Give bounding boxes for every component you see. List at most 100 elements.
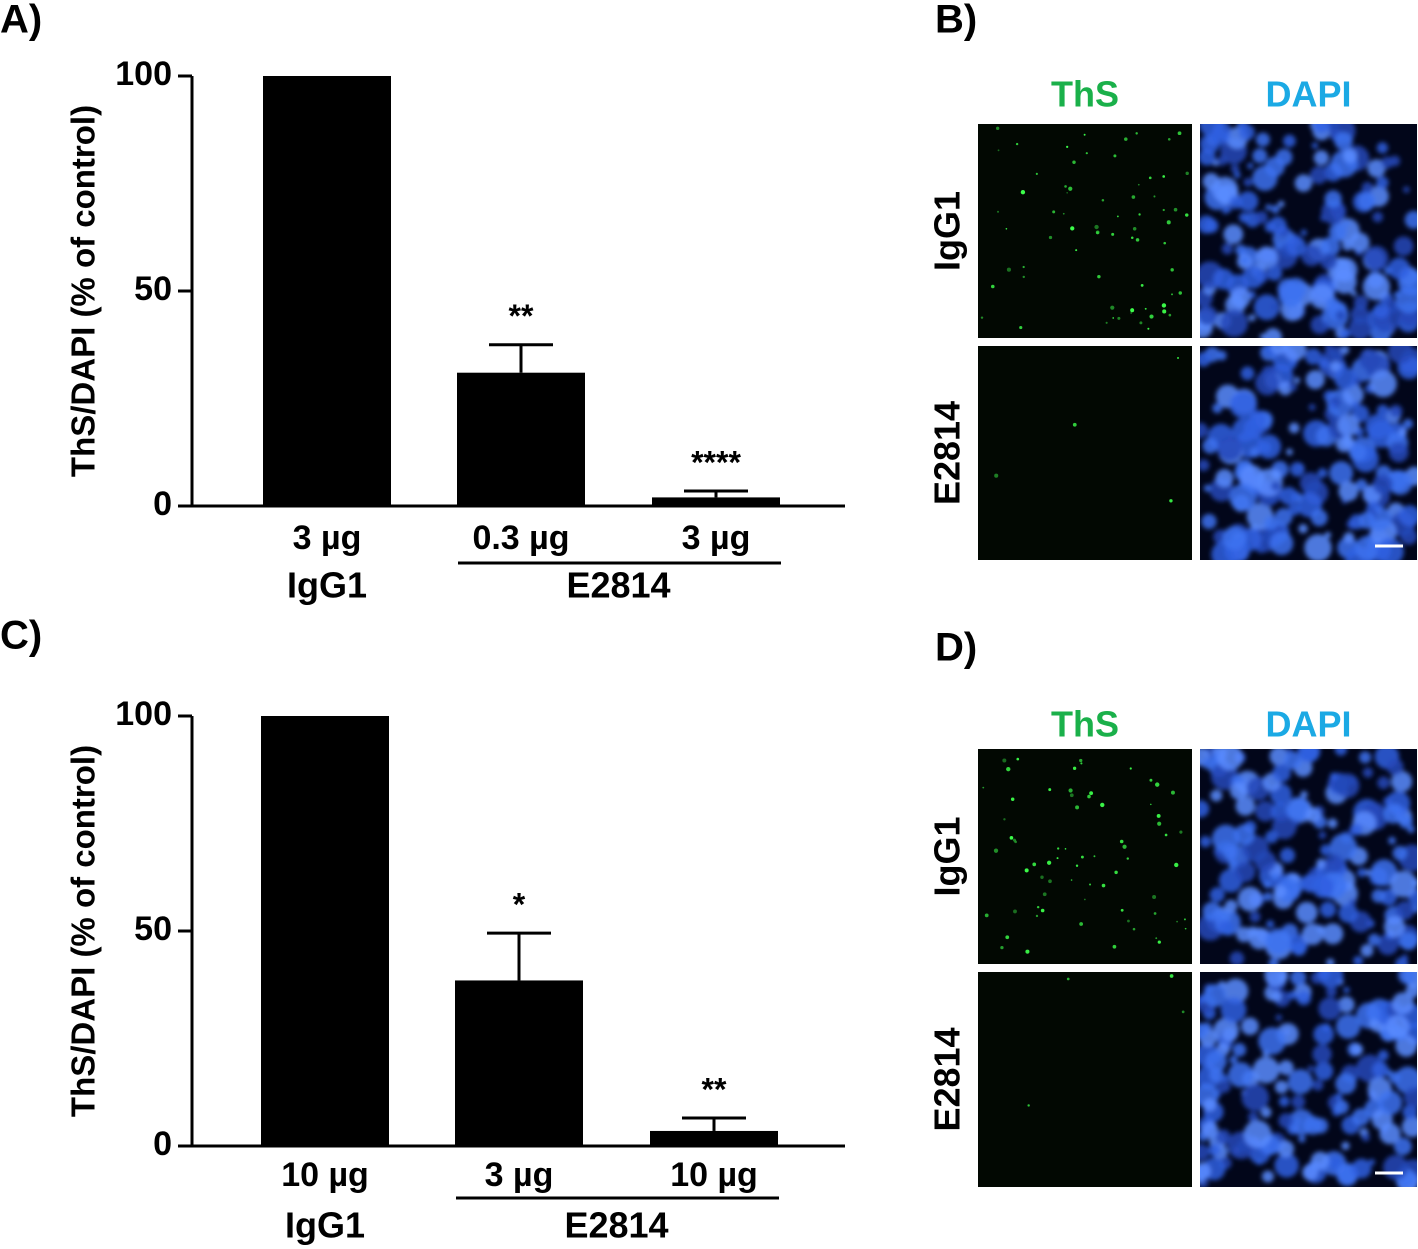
fluorescent-dot (1177, 131, 1182, 136)
fluorescent-dot (1035, 914, 1039, 918)
nucleus (1290, 972, 1307, 986)
nucleus (1357, 867, 1367, 878)
nucleus (1402, 1104, 1417, 1120)
nucleus (1270, 346, 1288, 355)
image-background (978, 749, 1192, 964)
fluorescent-dot (1113, 154, 1117, 158)
fluorescent-dot (1150, 803, 1152, 806)
nucleus (1312, 124, 1331, 134)
nucleus (1209, 887, 1225, 903)
nucleus (1350, 1043, 1364, 1056)
nucleus (1338, 903, 1358, 923)
image-background (978, 346, 1192, 560)
nucleus (1202, 172, 1220, 190)
panel-label: B) (935, 0, 977, 42)
x-tick-label: 0.3 µg (472, 519, 569, 557)
nucleus (1286, 236, 1307, 257)
nucleus (1311, 142, 1319, 149)
nucleus (1388, 257, 1411, 280)
nucleus (1278, 1113, 1294, 1129)
nucleus (1268, 957, 1279, 964)
nucleus (1202, 757, 1215, 770)
nucleus (1360, 944, 1374, 957)
fluorescent-dot (1072, 422, 1077, 427)
nucleus (1233, 171, 1241, 179)
nucleus (1394, 1066, 1417, 1094)
nucleus (1263, 880, 1272, 889)
nucleus (1229, 782, 1248, 800)
nucleus (1390, 870, 1417, 898)
nucleus (1240, 256, 1249, 265)
fluorescent-dot (1161, 303, 1167, 308)
fluorescent-dot (1020, 190, 1026, 195)
nucleus (1200, 459, 1210, 472)
fluorescent-dot (1111, 232, 1115, 236)
nucleus (1339, 328, 1351, 338)
nucleus (1377, 776, 1390, 790)
y-tick-label: 50 (134, 270, 172, 308)
nucleus (1300, 229, 1307, 236)
nucleus (1329, 461, 1354, 486)
nucleus (1222, 526, 1247, 551)
x-tick-label: 3 µg (293, 519, 362, 557)
panel-label: D) (935, 626, 977, 670)
nucleus (1296, 990, 1312, 1006)
fluorescent-dot (1062, 212, 1065, 215)
nucleus (1401, 1116, 1417, 1138)
nucleus (1316, 972, 1331, 981)
y-tick-label: 50 (134, 910, 172, 948)
fluorescent-dot (1171, 293, 1173, 296)
fluorescent-dot (1126, 857, 1129, 860)
nucleus (1254, 850, 1277, 873)
nucleus (1403, 1086, 1417, 1109)
fluorescent-dot (1170, 790, 1175, 795)
dapi-image (1200, 972, 1417, 1187)
fluorescent-dot (1184, 927, 1187, 930)
fluorescent-dot (1093, 855, 1096, 858)
image-background (978, 124, 1192, 338)
nucleus (1335, 1014, 1361, 1039)
nucleus (1319, 901, 1336, 918)
nucleus (1295, 901, 1318, 924)
fluorescent-dot (1149, 314, 1154, 319)
nucleus (1269, 216, 1287, 235)
nucleus (1354, 535, 1380, 560)
fluorescent-dot (1012, 838, 1016, 842)
nucleus (1264, 972, 1288, 987)
fluorescent-dot (1075, 805, 1080, 810)
nucleus (1205, 1050, 1227, 1073)
nucleus (1377, 1050, 1389, 1061)
nucleus (1220, 997, 1247, 1023)
nucleus (1265, 928, 1292, 955)
nucleus (1293, 377, 1301, 384)
nucleus (1203, 984, 1227, 1008)
nucleus (1395, 901, 1415, 920)
fluorescent-dot (1137, 183, 1140, 186)
nucleus (1307, 1065, 1315, 1072)
fluorescent-dot (1048, 235, 1053, 240)
nucleus (1275, 1014, 1283, 1021)
fluorescent-dot (1138, 213, 1141, 216)
nucleus (1393, 236, 1414, 257)
nucleus (1350, 290, 1357, 297)
nucleus (1274, 508, 1293, 526)
x-tick-label: 10 µg (281, 1156, 369, 1194)
nucleus (1200, 836, 1212, 848)
nucleus (1270, 481, 1281, 492)
fluorescent-dot (1080, 855, 1084, 859)
nucleus (1388, 836, 1396, 845)
nucleus (1303, 1115, 1323, 1135)
nucleus (1298, 1135, 1306, 1143)
fluorescent-dot (1027, 1104, 1030, 1107)
nucleus (1265, 830, 1279, 844)
row-label: E2814 (927, 401, 968, 505)
error-bar (489, 343, 553, 373)
nucleus (1383, 1154, 1409, 1180)
x-tick-label: 10 µg (670, 1156, 758, 1194)
nucleus (1240, 366, 1255, 381)
nucleus (1255, 211, 1268, 224)
fluorescent-dot (1127, 919, 1130, 923)
nucleus (1334, 132, 1353, 151)
nucleus (1235, 796, 1256, 816)
nucleus (1223, 978, 1249, 1004)
